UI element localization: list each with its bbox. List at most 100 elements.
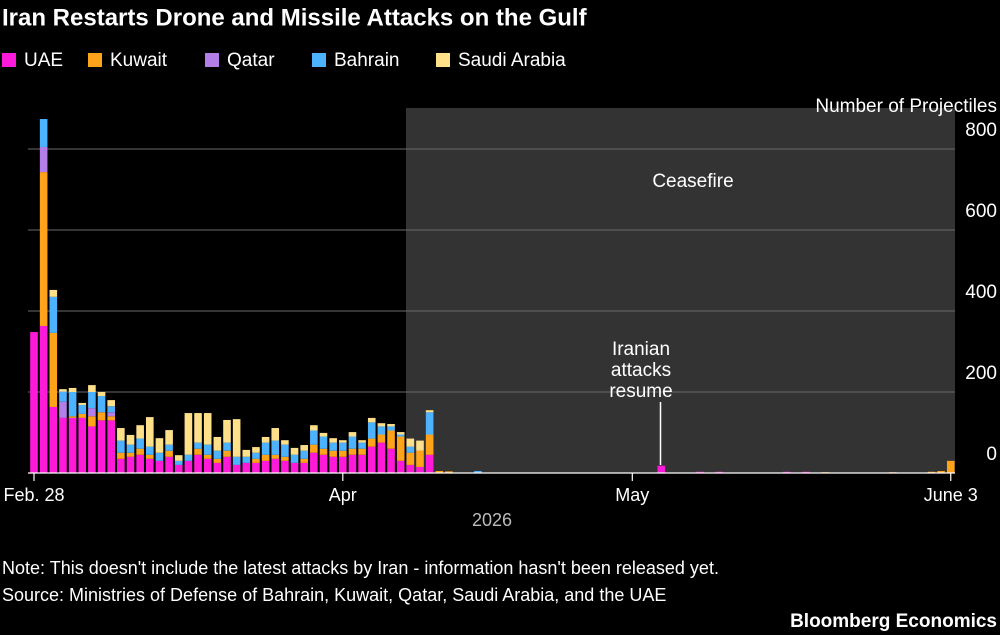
bar-segment: [271, 440, 280, 455]
bar-segment: [146, 454, 154, 459]
legend-swatch: [205, 53, 219, 67]
bar-segment: [396, 460, 405, 473]
bar-segment: [281, 444, 289, 457]
bar-segment: [165, 430, 173, 445]
bar-segment: [927, 471, 936, 473]
bar-segment: [194, 442, 202, 449]
bar-segment: [396, 432, 405, 435]
bar-segment: [126, 456, 135, 473]
y-tick-label: 600: [965, 201, 997, 222]
bar-segment: [445, 471, 453, 473]
bar-segment: [319, 436, 328, 449]
legend-swatch: [312, 53, 326, 67]
bar-segment: [68, 416, 77, 418]
legend-label: Kuwait: [110, 50, 168, 71]
bar-segment: [339, 456, 347, 473]
bar-segment: [78, 404, 87, 414]
bar-segment: [107, 406, 115, 413]
annotation: Ceasefire: [652, 171, 733, 192]
bar-segment: [107, 412, 115, 417]
bar-segment: [416, 466, 424, 473]
bar-segment: [78, 402, 87, 405]
bar-segment: [367, 446, 376, 473]
bar-segment: [136, 448, 144, 455]
bar-segment: [329, 438, 337, 443]
bar-segment: [117, 440, 125, 453]
bar-segment: [252, 458, 260, 463]
bar-segment: [155, 460, 164, 473]
bar-segment: [97, 396, 106, 413]
bar-segment: [136, 425, 144, 439]
bar-segment: [213, 436, 222, 451]
y-tick-label: 200: [965, 363, 997, 384]
bar-segment: [300, 462, 308, 473]
bar-segment: [203, 413, 212, 445]
bar-segment: [339, 450, 347, 457]
ceasefire-shading: [406, 108, 955, 473]
bar-segment: [213, 450, 222, 459]
bar-segment: [242, 456, 251, 463]
bar-segment: [88, 426, 96, 473]
bar-segment: [223, 456, 231, 473]
bar-segment: [290, 462, 299, 473]
bar-segment: [68, 387, 77, 392]
legend-swatch: [88, 53, 102, 67]
bar-segment: [367, 422, 376, 439]
bar-segment: [416, 450, 424, 467]
bar-segment: [387, 423, 395, 427]
bar-segment: [88, 385, 96, 392]
bar-segment: [252, 452, 260, 459]
bar-segment: [387, 448, 395, 473]
bar-segment: [203, 454, 212, 459]
bar-segment: [782, 471, 791, 473]
bar-segment: [194, 454, 202, 473]
bar-segment: [261, 442, 270, 455]
bar-segment: [184, 413, 193, 455]
legend-swatch: [2, 53, 16, 67]
bar-segment: [281, 460, 289, 473]
bar-segment: [358, 448, 366, 455]
bar-segment: [300, 445, 308, 451]
bar-segment: [174, 460, 183, 465]
bar-segment: [107, 416, 115, 421]
bar-segment: [348, 448, 357, 455]
x-tick-label: Apr: [329, 485, 357, 505]
bar-segment: [88, 408, 96, 417]
bar-segment: [203, 458, 212, 473]
bar-segment: [203, 444, 212, 455]
bar-segment: [715, 471, 723, 473]
bar-segment: [310, 430, 318, 445]
y-tick-label: 800: [965, 120, 997, 141]
bar-segment: [223, 442, 231, 451]
bar-segment: [146, 446, 154, 455]
bar-segment: [49, 332, 58, 407]
bar-segment: [213, 462, 222, 473]
bar-segment: [155, 452, 164, 461]
bar-segment: [146, 458, 154, 473]
bar-segment: [310, 425, 318, 431]
bar-segment: [474, 470, 482, 473]
bar-segment: [358, 440, 366, 443]
bar-segment: [261, 460, 270, 473]
bar-segment: [329, 456, 337, 473]
bar-segment: [223, 419, 231, 443]
bar-segment: [242, 449, 251, 457]
bar-segment: [155, 438, 164, 453]
bar-segment: [165, 444, 173, 451]
bar-segment: [213, 458, 222, 463]
bar-segment: [117, 452, 125, 459]
bar-segment: [88, 416, 96, 427]
bar-segment: [271, 428, 280, 441]
bar-segment: [30, 332, 38, 473]
bar-segment: [802, 471, 810, 473]
bar-segment: [271, 458, 280, 473]
bar-segment: [281, 440, 289, 445]
bar-segment: [165, 456, 173, 473]
bar-segment: [49, 289, 58, 297]
bar-segment: [377, 426, 386, 435]
bar-segment: [39, 146, 48, 173]
bar-segment: [261, 454, 270, 461]
note: Note: This doesn't include the latest at…: [2, 558, 719, 578]
